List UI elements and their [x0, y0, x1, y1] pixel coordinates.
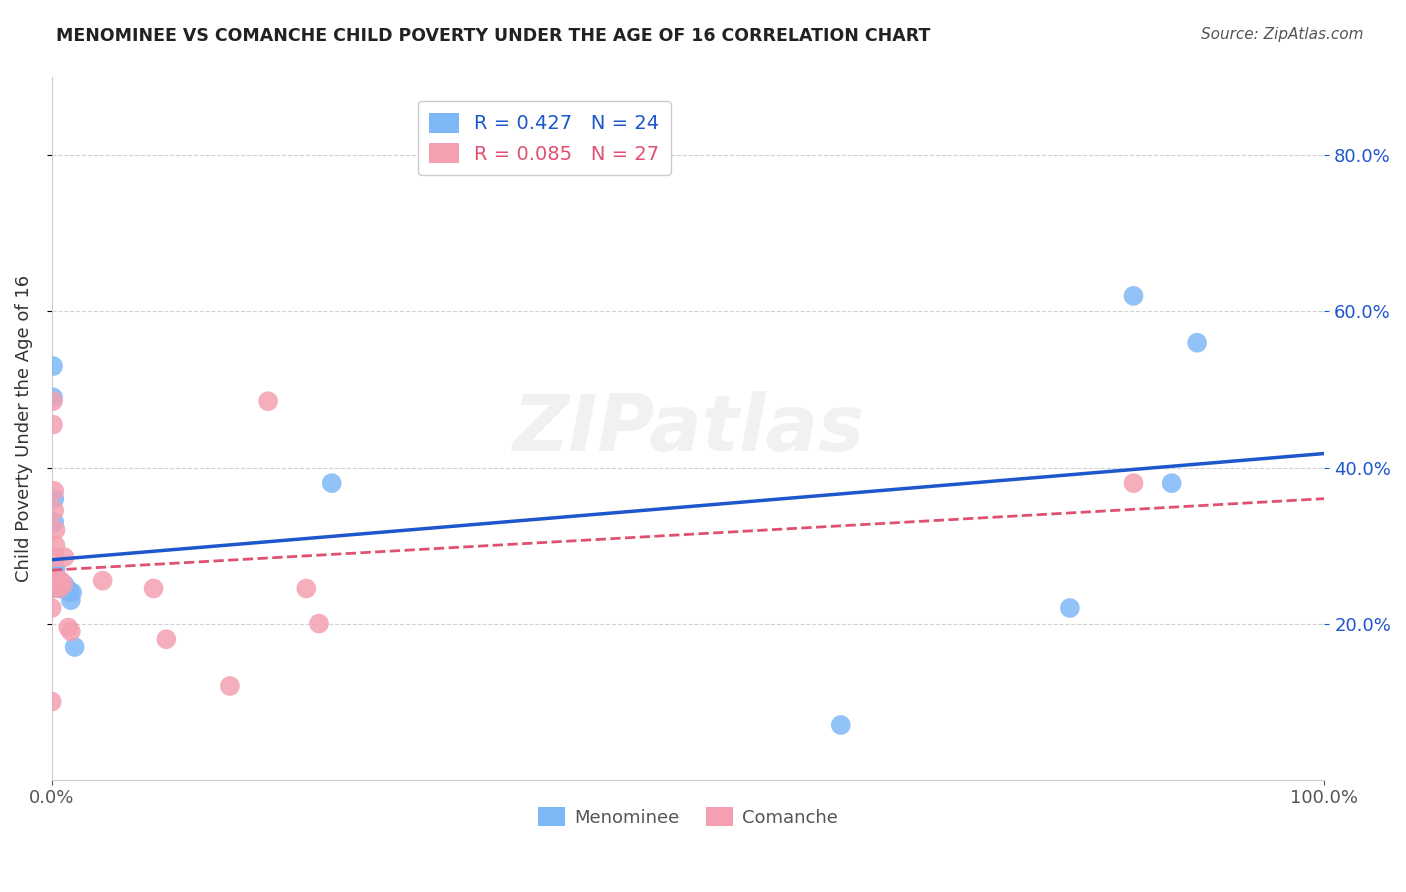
Point: [45, 574, 67, 588]
Point: [44, 503, 66, 517]
Point: [295, 582, 318, 596]
Point: [257, 394, 280, 409]
Point: [41, 582, 63, 596]
Point: [1059, 601, 1081, 615]
Legend: Menominee, Comanche: Menominee, Comanche: [530, 800, 845, 834]
Point: [58, 620, 80, 634]
Point: [45, 550, 67, 565]
Point: [321, 476, 343, 491]
Point: [1185, 335, 1208, 350]
Text: MENOMINEE VS COMANCHE CHILD POVERTY UNDER THE AGE OF 16 CORRELATION CHART: MENOMINEE VS COMANCHE CHILD POVERTY UNDE…: [56, 27, 931, 45]
Point: [45, 539, 67, 553]
Point: [41, 582, 63, 596]
Point: [42, 390, 65, 404]
Point: [41, 574, 63, 588]
Point: [63, 640, 86, 654]
Point: [56, 582, 79, 596]
Point: [52, 577, 75, 591]
Text: ZIPatlas: ZIPatlas: [512, 391, 865, 467]
Point: [41, 601, 63, 615]
Point: [44, 515, 66, 529]
Point: [41, 574, 63, 588]
Point: [48, 582, 70, 596]
Point: [44, 491, 66, 506]
Y-axis label: Child Poverty Under the Age of 16: Child Poverty Under the Age of 16: [15, 275, 32, 582]
Point: [42, 394, 65, 409]
Point: [45, 574, 67, 588]
Point: [60, 585, 83, 599]
Point: [53, 550, 76, 565]
Point: [45, 577, 67, 591]
Point: [42, 417, 65, 432]
Point: [1160, 476, 1182, 491]
Point: [44, 483, 66, 498]
Point: [308, 616, 330, 631]
Point: [45, 523, 67, 537]
Point: [59, 593, 82, 607]
Point: [1122, 289, 1144, 303]
Point: [219, 679, 242, 693]
Point: [58, 585, 80, 599]
Point: [48, 582, 70, 596]
Point: [44, 562, 66, 576]
Point: [45, 562, 67, 576]
Point: [91, 574, 114, 588]
Text: Source: ZipAtlas.com: Source: ZipAtlas.com: [1201, 27, 1364, 42]
Point: [59, 624, 82, 639]
Point: [1122, 476, 1144, 491]
Point: [155, 632, 177, 647]
Point: [49, 574, 72, 588]
Point: [41, 695, 63, 709]
Point: [42, 359, 65, 373]
Point: [142, 582, 165, 596]
Point: [46, 574, 69, 588]
Point: [46, 574, 69, 588]
Point: [53, 577, 76, 591]
Point: [830, 718, 852, 732]
